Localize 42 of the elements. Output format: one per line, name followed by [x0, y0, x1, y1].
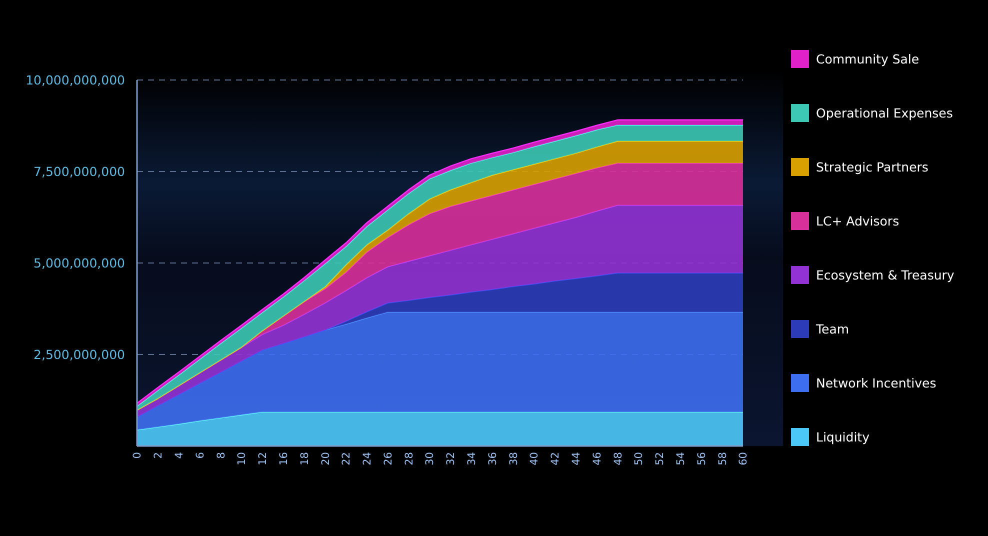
x-tick-label: 60 [738, 452, 750, 466]
legend-label: Strategic Partners [816, 159, 928, 174]
x-tick-label: 6 [194, 452, 206, 459]
x-tick-label: 36 [486, 452, 499, 466]
y-tick-label: 2,500,000,000 [34, 346, 126, 362]
x-tick-label: 48 [612, 452, 624, 466]
legend-label: Team [815, 321, 850, 336]
x-tick-label: 8 [215, 452, 228, 459]
x-tick-label: 32 [445, 452, 458, 466]
x-tick-label: 50 [633, 452, 646, 466]
legend-label: Operational Expenses [816, 105, 953, 120]
x-tick-label: 24 [362, 452, 374, 466]
x-tick-label: 42 [550, 452, 562, 466]
x-tick-label: 0 [132, 452, 144, 459]
x-tick-label: 46 [591, 452, 604, 466]
x-tick-label: 2 [152, 452, 165, 459]
x-tick-label: 10 [236, 452, 248, 466]
x-tick-label: 56 [696, 452, 708, 466]
legend-label: Community Sale [816, 51, 920, 66]
x-tick-label: 30 [424, 452, 436, 466]
x-tick-label: 22 [340, 452, 353, 466]
legend-label: LC+ Advisors [816, 213, 900, 228]
x-tick-label: 16 [278, 452, 290, 466]
x-tick-label: 54 [674, 452, 687, 466]
x-tick-label: 58 [716, 452, 729, 466]
legend-label: Network Incentives [816, 375, 936, 390]
x-tick-label: 40 [528, 452, 541, 466]
legend-label: Liquidity [816, 429, 870, 444]
x-tick-label: 52 [654, 452, 666, 466]
x-tick-label: 20 [320, 452, 332, 466]
y-tick-label: 10,000,000,000 [26, 72, 126, 88]
x-tick-label: 28 [403, 452, 416, 466]
x-tick-label: 12 [257, 452, 270, 466]
x-tick-label: 34 [466, 452, 478, 466]
legend-label: Ecosystem & Treasury [816, 267, 955, 282]
y-tick-label: 5,000,000,000 [34, 255, 126, 270]
x-tick-label: 18 [298, 452, 311, 466]
x-tick-label: 38 [508, 452, 520, 466]
y-tick-label: 7,500,000,000 [34, 164, 126, 179]
x-tick-label: 4 [173, 452, 186, 459]
x-tick-label: 26 [382, 452, 394, 466]
x-tick-label: 44 [570, 452, 583, 466]
